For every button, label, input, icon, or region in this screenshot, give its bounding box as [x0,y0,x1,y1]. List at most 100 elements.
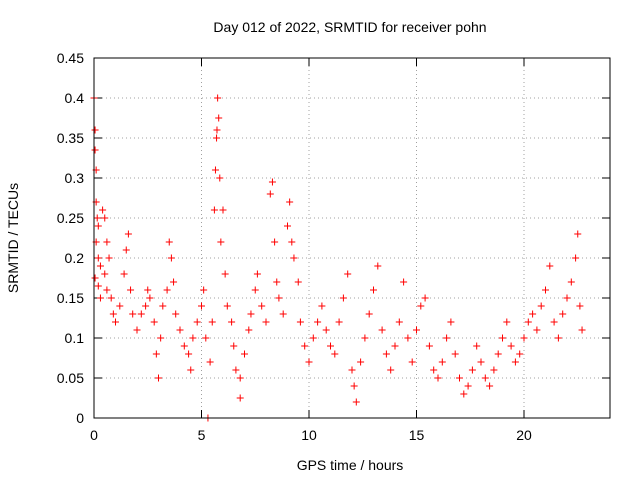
data-point [365,310,373,318]
y-tick-label: 0 [76,410,84,426]
data-point [236,374,244,382]
data-point [262,318,270,326]
data-point [408,358,416,366]
data-point [150,318,158,326]
data-point [247,310,255,318]
data-point [103,286,111,294]
data-point [554,334,562,342]
data-point [230,342,238,350]
data-point [232,366,240,374]
data-point [529,310,537,318]
data-point [578,326,586,334]
data-point [144,286,152,294]
data-point [468,366,476,374]
data-point [434,374,442,382]
data-point [327,342,334,350]
data-point [137,310,145,318]
x-tick-label: 20 [516,427,532,443]
data-point [413,326,420,334]
x-tick-label: 5 [198,427,206,443]
data-point [481,374,489,382]
data-point [211,166,219,174]
data-point [550,318,558,326]
data-point [361,334,369,342]
y-tick-label: 0.05 [57,370,84,386]
data-point [425,342,433,350]
data-point [202,334,210,342]
data-point [494,350,502,358]
data-point [294,278,302,286]
data-point [344,270,352,278]
data-point [322,326,330,334]
data-point [103,238,111,246]
data-point [251,286,259,294]
data-point [533,326,541,334]
data-point [176,326,184,334]
data-point [339,294,347,302]
data-point [559,310,567,318]
data-point [567,278,575,286]
data-point [152,350,160,358]
data-point [524,318,532,326]
data-point [116,302,124,310]
data-point [443,334,451,342]
data-point [215,114,223,122]
data-point [395,318,403,326]
data-point [279,310,287,318]
data-point [180,342,188,350]
data-point [142,302,150,310]
x-tick-label: 15 [409,427,425,443]
data-point [357,358,365,366]
data-point [350,382,358,390]
data-point [120,270,128,278]
data-point [370,286,377,294]
data-point [96,294,104,302]
data-point [200,286,208,294]
y-axis-label: SRMTID / TECUs [5,183,21,293]
data-point [296,318,304,326]
data-point [382,350,390,358]
y-tick-label: 0.2 [65,250,85,266]
data-point [213,126,221,134]
data-point [241,350,248,358]
data-point [94,254,102,262]
data-point [124,230,132,238]
data-point [266,190,274,198]
tick-labels: 0 0.05 0.1 0.15 0.2 0.25 0.3 0.35 0.4 0.45 0 5 10 15 2… [57,50,532,443]
data-point [99,206,107,214]
data-point [290,254,298,262]
data-point [447,318,455,326]
chart-title: Day 012 of 2022, SRMTID for receiver poh… [213,19,486,35]
y-tick-label: 0.45 [57,50,84,66]
data-point [507,342,515,350]
data-point [275,294,283,302]
data-point [273,278,281,286]
data-point [133,326,141,334]
data-point [374,262,382,270]
data-point [221,270,229,278]
data-point [451,350,459,358]
data-point [101,214,109,222]
data-point [331,350,339,358]
data-point [511,358,519,366]
y-tick-label: 0.15 [57,290,84,306]
data-point [146,294,154,302]
data-point [91,274,99,282]
data-point [94,282,102,290]
data-point [219,206,227,214]
data-point [352,398,360,406]
data-point [217,238,225,246]
data-point [520,334,528,342]
plot-frame [93,57,611,419]
data-point [236,394,244,402]
data-point [122,246,130,254]
y-tick-label: 0.1 [65,330,85,346]
data-point [109,310,117,318]
data-point [253,270,261,278]
data-point [400,278,408,286]
data-point [460,390,468,398]
data-point [348,366,356,374]
data-point [172,310,180,318]
data-point [159,302,167,310]
